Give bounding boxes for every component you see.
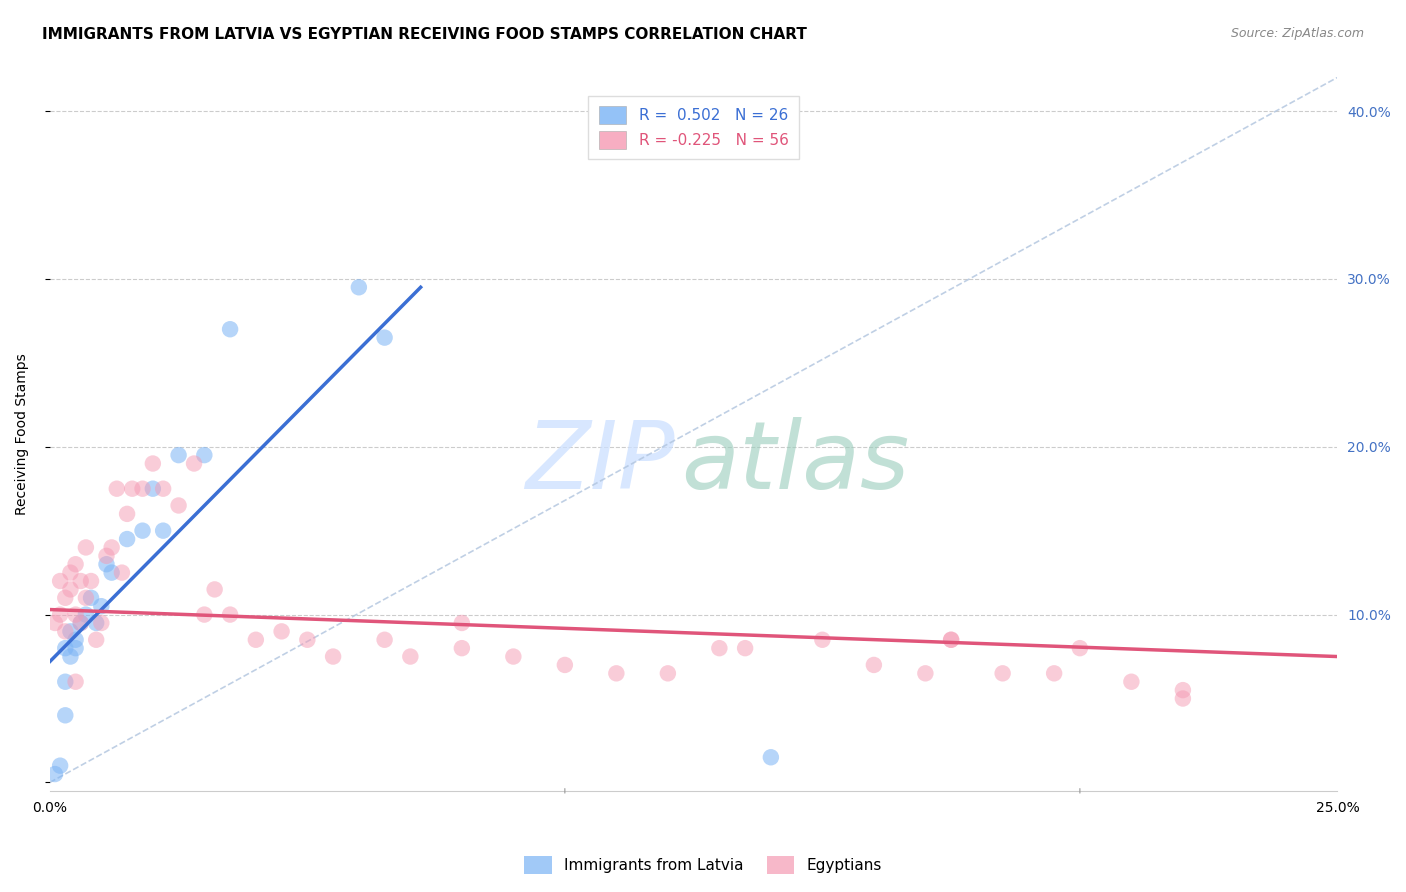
Point [80,574,103,588]
Point [142,457,165,471]
Point [914,666,936,681]
Point [65,632,87,647]
Point [605,666,627,681]
Point [554,657,576,672]
Point [69,615,91,630]
Point [69,574,91,588]
Point [53,591,76,605]
Point [100,541,122,555]
Point [84,632,107,647]
Point [657,666,679,681]
Point [204,582,226,597]
Point [1171,683,1194,698]
Point [219,322,242,336]
Point [863,657,886,672]
Point [1121,674,1143,689]
Point [53,641,76,656]
Point [152,524,174,538]
Point [245,632,267,647]
Point [59,566,82,580]
Point [1069,641,1091,656]
Point [96,558,118,572]
Point [1043,666,1066,681]
Point [142,482,165,496]
Point [53,708,76,723]
Point [734,641,756,656]
Point [44,615,66,630]
Point [49,574,72,588]
Point [270,624,292,639]
Y-axis label: Receiving Food Stamps: Receiving Food Stamps [15,353,30,515]
Point [1171,691,1194,706]
Text: ZIP: ZIP [524,417,675,508]
Point [193,448,215,462]
Point [115,532,138,546]
Point [374,632,396,647]
Point [65,641,87,656]
Point [450,615,472,630]
Point [374,330,396,344]
Legend: R =  0.502   N = 26, R = -0.225   N = 56: R = 0.502 N = 26, R = -0.225 N = 56 [588,95,799,160]
Point [49,607,72,622]
Point [322,649,344,664]
Point [131,524,153,538]
Point [450,641,472,656]
Point [59,624,82,639]
Point [75,541,97,555]
Point [939,632,962,647]
Point [65,607,87,622]
Point [90,599,112,614]
Point [939,632,962,647]
Point [105,482,128,496]
Point [991,666,1014,681]
Point [115,507,138,521]
Point [53,624,76,639]
Point [96,549,118,563]
Point [759,750,782,764]
Point [49,758,72,772]
Point [297,632,319,647]
Point [193,607,215,622]
Point [65,558,87,572]
Point [90,615,112,630]
Point [121,482,143,496]
Point [131,482,153,496]
Point [811,632,834,647]
Point [167,448,190,462]
Point [59,582,82,597]
Point [502,649,524,664]
Point [75,591,97,605]
Point [69,615,91,630]
Legend: Immigrants from Latvia, Egyptians: Immigrants from Latvia, Egyptians [519,850,887,880]
Point [347,280,370,294]
Point [399,649,422,664]
Point [84,615,107,630]
Point [65,674,87,689]
Point [167,499,190,513]
Point [219,607,242,622]
Point [183,457,205,471]
Point [152,482,174,496]
Point [75,607,97,622]
Point [709,641,731,656]
Point [44,767,66,781]
Point [59,649,82,664]
Point [111,566,134,580]
Text: atlas: atlas [681,417,910,508]
Point [80,591,103,605]
Text: IMMIGRANTS FROM LATVIA VS EGYPTIAN RECEIVING FOOD STAMPS CORRELATION CHART: IMMIGRANTS FROM LATVIA VS EGYPTIAN RECEI… [42,27,807,42]
Text: Source: ZipAtlas.com: Source: ZipAtlas.com [1230,27,1364,40]
Point [100,566,122,580]
Point [53,674,76,689]
